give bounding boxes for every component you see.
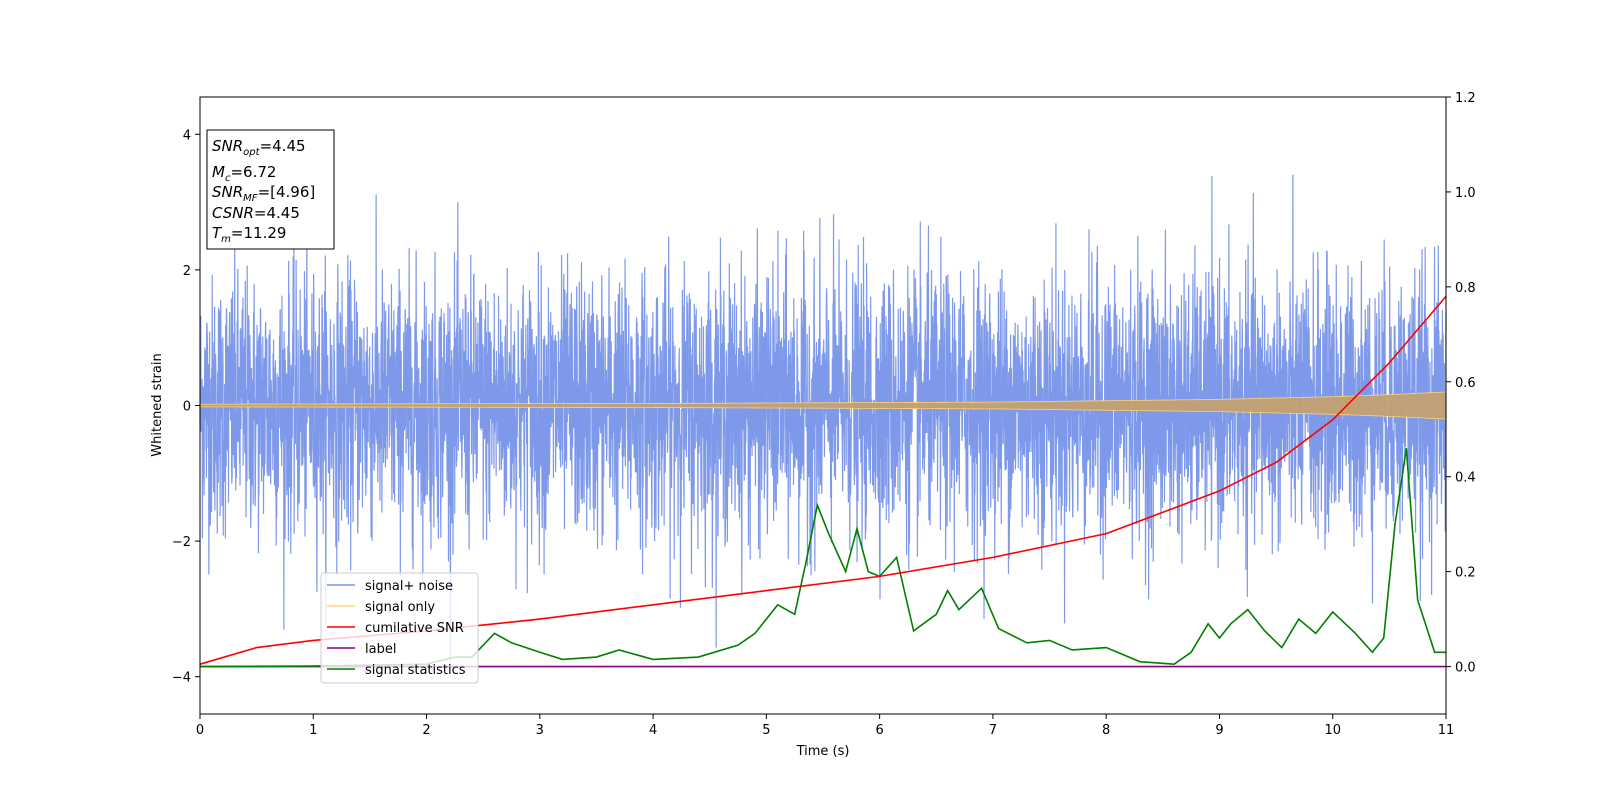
x-tick-label: 7 bbox=[989, 723, 997, 738]
series-signal-statistics-line bbox=[199, 448, 1446, 668]
y-axis-label-left: Whitened strain bbox=[150, 353, 165, 456]
y-left-tick-label: 2 bbox=[183, 264, 191, 279]
y-right-tick-label: 0.2 bbox=[1455, 566, 1476, 581]
info-mc: Mc=6.72 bbox=[212, 163, 276, 184]
x-tick-label: 5 bbox=[762, 723, 770, 738]
info-snr-mf-sub: MF bbox=[243, 193, 258, 204]
info-mc-sub: c bbox=[224, 173, 231, 184]
y-right-tick-label: 0.4 bbox=[1455, 471, 1476, 486]
info-snr-opt-value: =4.45 bbox=[259, 137, 306, 155]
x-tick-label: 4 bbox=[649, 723, 657, 738]
info-snr-mf-value: =[4.96] bbox=[257, 183, 316, 201]
y-right-tick-label: 0.8 bbox=[1455, 281, 1476, 296]
info-tm-value: =11.29 bbox=[230, 224, 287, 242]
x-tick-label: 11 bbox=[1438, 723, 1455, 738]
info-tm-name: T bbox=[212, 224, 222, 242]
legend-box bbox=[320, 572, 479, 684]
x-tick-label: 1 bbox=[309, 723, 317, 738]
axis-ticks: 0 1 2 3 4 5 6 7 8 9 10 11 −4 −2 0 2 4 0.0 0.2 0.4 0.6 0.8 1.0 1… bbox=[172, 91, 1476, 738]
legend-entry-label: signal statistics bbox=[365, 663, 466, 678]
legend: signal+ noise signal only cumilative SNR la… bbox=[320, 572, 479, 684]
x-tick-label: 10 bbox=[1324, 723, 1341, 738]
info-mc-name: M bbox=[212, 163, 225, 181]
x-axis-label: Time (s) bbox=[796, 744, 850, 759]
legend-entry-label: signal only bbox=[365, 600, 435, 615]
x-tick-label: 8 bbox=[1102, 723, 1110, 738]
info-csnr-name: CSNR bbox=[212, 204, 254, 222]
y-left-tick-label: 4 bbox=[183, 128, 191, 143]
legend-entry-label: label bbox=[365, 642, 396, 657]
info-snr-opt-name: SNR bbox=[212, 137, 244, 155]
x-tick-label: 6 bbox=[875, 723, 883, 738]
x-tick-label: 3 bbox=[536, 723, 544, 738]
x-tick-label: 2 bbox=[422, 723, 430, 738]
info-csnr: CSNR=4.45 bbox=[212, 204, 300, 222]
y-right-tick-label: 0.0 bbox=[1455, 661, 1476, 676]
x-tick-label: 9 bbox=[1215, 723, 1223, 738]
y-right-tick-label: 1.2 bbox=[1455, 91, 1476, 106]
y-left-tick-label: 0 bbox=[183, 400, 191, 415]
legend-entry-label: signal+ noise bbox=[365, 579, 453, 594]
y-right-tick-label: 1.0 bbox=[1455, 186, 1476, 201]
info-box bbox=[206, 129, 335, 250]
y-right-tick-label: 0.6 bbox=[1455, 376, 1476, 391]
y-left-tick-label: −2 bbox=[172, 535, 191, 550]
y-left-tick-label: −4 bbox=[172, 671, 191, 686]
legend-entry-label: cumilative SNR bbox=[365, 621, 464, 636]
info-csnr-value: =4.45 bbox=[253, 204, 300, 222]
info-tm: Tm=11.29 bbox=[212, 224, 286, 245]
info-snr-opt-sub: opt bbox=[243, 147, 260, 158]
info-snr-opt: SNRopt=4.45 bbox=[212, 137, 306, 158]
info-snr-mf: SNRMF=[4.96] bbox=[212, 183, 315, 204]
x-tick-label: 0 bbox=[196, 723, 204, 738]
info-tm-sub: m bbox=[221, 234, 231, 245]
info-mc-value: =6.72 bbox=[230, 163, 277, 181]
info-snr-mf-name: SNR bbox=[212, 183, 244, 201]
